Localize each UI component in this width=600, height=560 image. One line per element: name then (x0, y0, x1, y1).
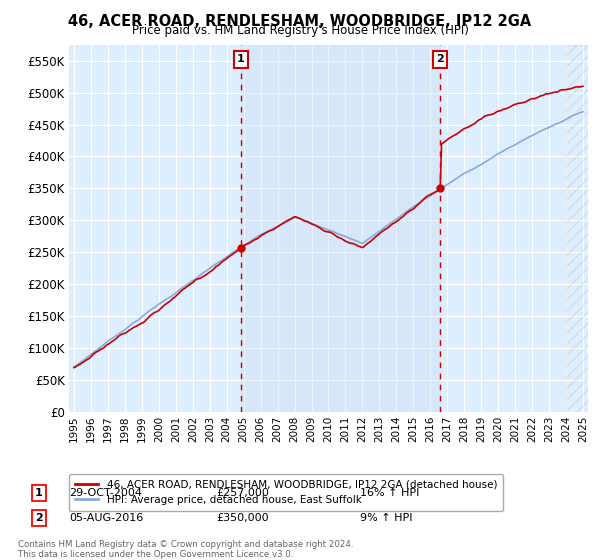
Text: 1: 1 (237, 54, 245, 64)
Text: 1: 1 (35, 488, 43, 498)
Text: £350,000: £350,000 (216, 513, 269, 523)
Text: 9% ↑ HPI: 9% ↑ HPI (360, 513, 413, 523)
Text: 2: 2 (35, 513, 43, 523)
Bar (241, 45, 440, 412)
Text: 46, ACER ROAD, RENDLESHAM, WOODBRIDGE, IP12 2GA: 46, ACER ROAD, RENDLESHAM, WOODBRIDGE, I… (68, 14, 532, 29)
Text: £257,000: £257,000 (216, 488, 269, 498)
Text: 05-AUG-2016: 05-AUG-2016 (69, 513, 143, 523)
Bar (566, 45, 588, 412)
Legend: 46, ACER ROAD, RENDLESHAM, WOODBRIDGE, IP12 2GA (detached house), HPI: Average p: 46, ACER ROAD, RENDLESHAM, WOODBRIDGE, I… (69, 474, 503, 511)
Text: 16% ↑ HPI: 16% ↑ HPI (360, 488, 419, 498)
Text: 29-OCT-2004: 29-OCT-2004 (69, 488, 142, 498)
Text: 2: 2 (436, 54, 444, 64)
Text: This data is licensed under the Open Government Licence v3.0.: This data is licensed under the Open Gov… (18, 550, 293, 559)
Text: Price paid vs. HM Land Registry's House Price Index (HPI): Price paid vs. HM Land Registry's House … (131, 24, 469, 37)
Text: Contains HM Land Registry data © Crown copyright and database right 2024.: Contains HM Land Registry data © Crown c… (18, 540, 353, 549)
